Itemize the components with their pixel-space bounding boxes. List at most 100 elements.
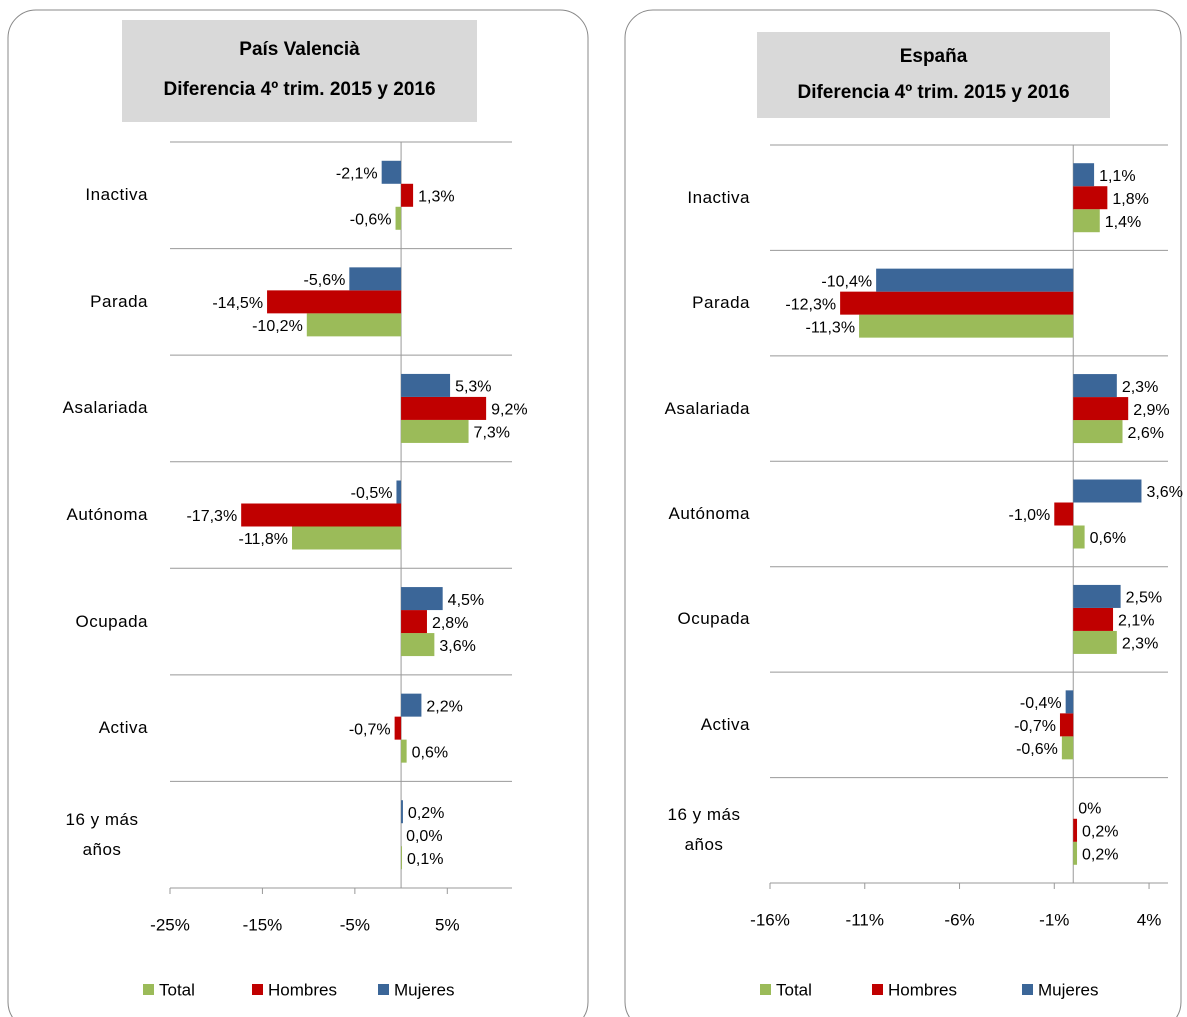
x-tick-label: -16% xyxy=(750,910,790,929)
category-label-box: Autónoma xyxy=(0,462,148,569)
chart-subtitle: Diferencia 4º trim. 2015 y 2016 xyxy=(163,79,435,100)
category-label: Asalariada xyxy=(62,398,148,418)
category-label-box: Asalariada xyxy=(600,356,750,461)
category-label: 16 y más años xyxy=(65,809,139,859)
bar xyxy=(1073,186,1108,210)
bar xyxy=(306,313,402,337)
category-label: Activa xyxy=(98,718,148,738)
bar xyxy=(1059,713,1074,737)
bar xyxy=(1073,420,1123,444)
legend-label: Hombres xyxy=(888,980,957,999)
value-label: 1,3% xyxy=(418,189,454,206)
bar xyxy=(1073,525,1085,549)
bar xyxy=(401,693,422,717)
legend-label: Mujeres xyxy=(1038,980,1098,999)
value-label: 4,5% xyxy=(448,592,484,609)
value-label: -10,2% xyxy=(252,318,303,335)
category-label-wrap: Parada xyxy=(600,250,750,355)
value-label: -2,1% xyxy=(336,166,378,183)
category-label-box: Inactiva xyxy=(0,142,148,249)
category-label-box: Ocupada xyxy=(0,568,148,675)
bar xyxy=(1073,209,1100,233)
value-label: 2,6% xyxy=(1128,425,1164,442)
bar xyxy=(401,396,487,420)
category-label-wrap: Autónoma xyxy=(600,461,750,566)
category-label-wrap: Activa xyxy=(0,675,148,782)
bar xyxy=(1073,584,1121,608)
value-label: -1,0% xyxy=(1008,507,1050,524)
x-tick-label: -1% xyxy=(1039,910,1069,929)
bar xyxy=(1073,841,1078,865)
bar xyxy=(840,291,1074,315)
value-label: 2,3% xyxy=(1122,379,1158,396)
category-label: Autónoma xyxy=(668,503,750,523)
bar xyxy=(1073,397,1129,421)
bar xyxy=(1061,736,1074,760)
value-label: -0,6% xyxy=(1016,741,1058,758)
category-label-wrap: Autónoma xyxy=(0,462,148,569)
value-label: 3,6% xyxy=(1146,484,1182,501)
chart-title: España xyxy=(900,46,968,67)
bar xyxy=(401,800,403,824)
value-label: -5,6% xyxy=(304,272,346,289)
value-label: 0% xyxy=(1078,801,1101,818)
legend-swatch xyxy=(252,984,263,995)
bar xyxy=(349,267,402,291)
bar xyxy=(401,846,403,870)
category-label-wrap: Inactiva xyxy=(600,145,750,250)
category-label-box: Activa xyxy=(0,675,148,782)
category-label: Inactiva xyxy=(85,185,148,205)
bar xyxy=(401,373,451,397)
category-label-wrap: Activa xyxy=(600,672,750,777)
bar xyxy=(401,633,435,657)
value-label: 0,1% xyxy=(407,851,443,868)
legend-swatch xyxy=(872,984,883,995)
value-label: -0,6% xyxy=(350,212,392,229)
category-label-box: Autónoma xyxy=(600,461,750,566)
value-label: 2,5% xyxy=(1126,590,1162,607)
title-box xyxy=(757,32,1110,118)
value-label: -11,8% xyxy=(238,531,288,548)
category-label-box: 16 y más años xyxy=(0,781,148,888)
value-label: 0,0% xyxy=(406,828,442,845)
x-tick-label: -25% xyxy=(150,915,190,934)
category-label: Inactiva xyxy=(687,187,750,207)
bar xyxy=(401,739,407,763)
chart-title: País Valencià xyxy=(239,39,360,60)
value-label: 5,3% xyxy=(455,379,491,396)
value-label: -0,4% xyxy=(1020,695,1062,712)
value-label: -0,7% xyxy=(349,721,391,738)
category-label-wrap: Ocupada xyxy=(600,567,750,672)
category-label-box: Ocupada xyxy=(600,567,750,672)
title-box xyxy=(122,20,477,122)
bar xyxy=(1073,479,1142,503)
bar xyxy=(292,526,402,550)
category-label: Parada xyxy=(90,291,148,311)
category-label-wrap: Inactiva xyxy=(0,142,148,249)
category-label: Autónoma xyxy=(66,504,148,524)
value-label: 1,4% xyxy=(1105,214,1141,231)
value-label: 1,1% xyxy=(1099,168,1135,185)
category-label-wrap: 16 y más años xyxy=(0,781,148,888)
category-label-box: Asalariada xyxy=(62,398,148,418)
category-label-wrap: Ocupada xyxy=(0,568,148,675)
bar xyxy=(395,206,402,230)
bar xyxy=(859,314,1074,338)
bar xyxy=(381,160,402,184)
bar xyxy=(401,419,469,443)
legend-label: Total xyxy=(776,980,812,999)
value-label: 0,2% xyxy=(1082,847,1118,864)
category-label-box: Inactiva xyxy=(600,145,750,250)
value-label: 0,6% xyxy=(412,744,448,761)
value-label: 0,6% xyxy=(1090,530,1126,547)
panel xyxy=(624,9,1182,1017)
x-tick-label: 5% xyxy=(435,915,460,934)
bar xyxy=(1073,374,1117,398)
bar xyxy=(241,503,402,527)
bar xyxy=(267,290,402,314)
category-label-wrap: Asalariada xyxy=(600,356,750,461)
legend-swatch xyxy=(378,984,389,995)
chart-subtitle: Diferencia 4º trim. 2015 y 2016 xyxy=(797,82,1069,103)
bar xyxy=(394,716,402,740)
